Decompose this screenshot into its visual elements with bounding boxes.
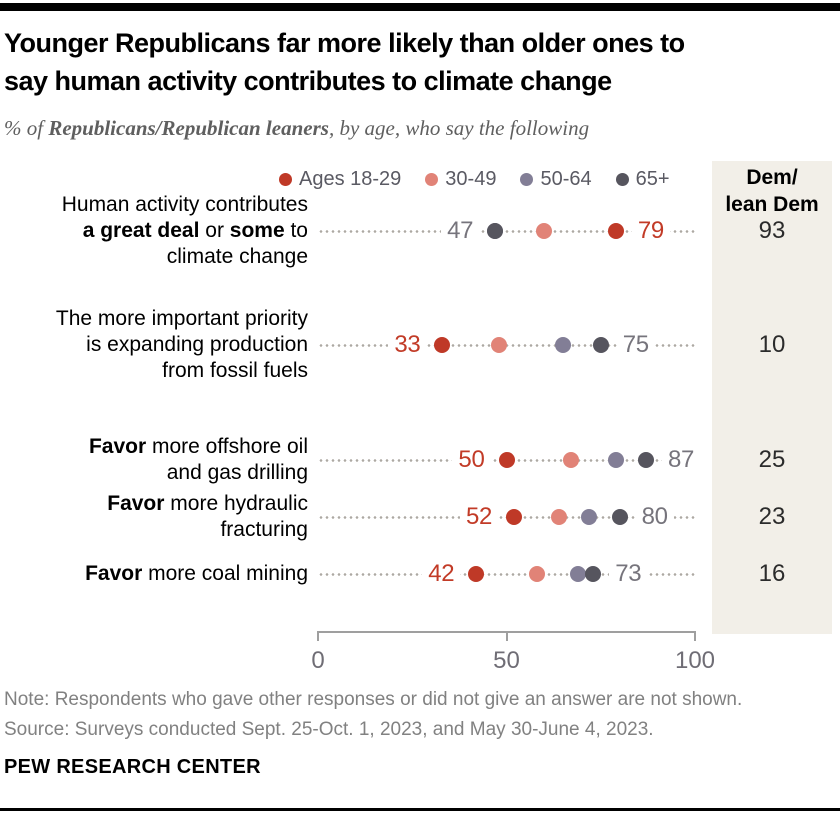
legend-dot-icon [615, 172, 629, 186]
legend-label: 30-49 [445, 167, 497, 190]
x-axis-tick-label: 100 [674, 647, 716, 674]
value-label-65: 75 [616, 331, 655, 359]
legend-dot-icon [425, 172, 439, 186]
dot-30-49 [528, 566, 545, 582]
dot-ages-18-29 [434, 337, 451, 353]
row-label-4: Favor more hydraulic fracturing [107, 492, 308, 541]
x-axis-tick-label: 50 [493, 647, 520, 674]
title-line-2: say human activity contributes to climat… [4, 66, 612, 96]
value-label-ages-18-29: 33 [388, 331, 427, 359]
dot-50-64 [607, 452, 624, 468]
dot-50-64 [581, 509, 598, 525]
dem-value: 23 [758, 503, 786, 530]
legend-dot-icon [279, 172, 292, 186]
dot-ages-18-29 [498, 452, 515, 468]
dem-value: 25 [758, 446, 786, 473]
dot-65 [585, 566, 602, 582]
dot-30-49 [536, 223, 553, 239]
legend-label: Ages 18-29 [299, 167, 402, 190]
brand-pew-research-center: PEW RESEARCH CENTER [4, 756, 261, 778]
dot-30-49 [490, 337, 507, 353]
dot-ages-18-29 [607, 223, 624, 239]
dot-65 [487, 223, 504, 239]
value-label-65: 73 [609, 560, 648, 588]
x-axis-tick [505, 631, 508, 641]
legend-item-50-64: 50-64 [520, 167, 592, 191]
x-axis-tick-label: 0 [311, 647, 325, 674]
dot-50-64 [555, 337, 572, 353]
row-label-2: The more important priority is expanding … [55, 307, 308, 382]
dem-column-background [712, 161, 832, 634]
row-label-1: Human activity contributes a great deal o… [61, 193, 308, 268]
legend-item-30-49: 30-49 [425, 168, 496, 191]
dot-50-64 [570, 566, 587, 582]
dem-header-line-2: lean Dem [725, 193, 819, 216]
legend: Ages 18-29 30-49 50-64 65+ [279, 166, 670, 192]
title-line-1: Younger Republicans far more likely than… [4, 28, 685, 58]
legend-item-65: 65+ [615, 167, 670, 191]
dem-column-header: Dem/ lean Dem [712, 164, 832, 218]
value-label-ages-18-29: 50 [452, 446, 491, 474]
dem-value: 10 [758, 331, 786, 358]
dot-ages-18-29 [506, 509, 523, 525]
value-label-ages-18-29: 79 [631, 217, 670, 245]
value-label-ages-18-29: 52 [459, 503, 499, 531]
dot-ages-18-29 [468, 566, 485, 582]
legend-dot-icon [520, 172, 534, 186]
row-label-5: Favor more coal mining [85, 562, 308, 585]
row-dotted-line [318, 573, 695, 576]
page-title: Younger Republicans far more likely than… [4, 24, 836, 100]
row-label-3: Favor more offshore oil and gas drilling [88, 435, 308, 484]
source-text: Source: Surveys conducted Sept. 25-Oct. … [4, 719, 654, 740]
dem-value: 16 [758, 560, 786, 587]
dem-header-line-1: Dem/ [746, 166, 798, 189]
legend-item-ages-18-29: Ages 18-29 [279, 168, 401, 191]
legend-label: 50-64 [540, 167, 592, 190]
top-divider-bar [0, 3, 840, 11]
dot-65 [592, 337, 609, 353]
value-label-65: 80 [635, 503, 674, 531]
x-axis-tick [694, 631, 696, 641]
dem-value: 93 [758, 217, 786, 244]
dot-65 [637, 452, 654, 468]
value-label-ages-18-29: 42 [422, 560, 461, 588]
dot-30-49 [551, 509, 568, 525]
dot-30-49 [562, 452, 579, 468]
value-label-65: 47 [441, 217, 480, 245]
value-label-65: 87 [661, 446, 701, 474]
note-text: Note: Respondents who gave other respons… [4, 689, 743, 710]
chart-subtitle: % of Republicans/Republican leaners, by … [4, 116, 590, 140]
legend-label: 65+ [635, 167, 670, 190]
row-dotted-line [318, 230, 695, 233]
dot-65 [611, 509, 628, 525]
x-axis-tick [317, 631, 319, 641]
bottom-divider-bar [0, 808, 840, 811]
